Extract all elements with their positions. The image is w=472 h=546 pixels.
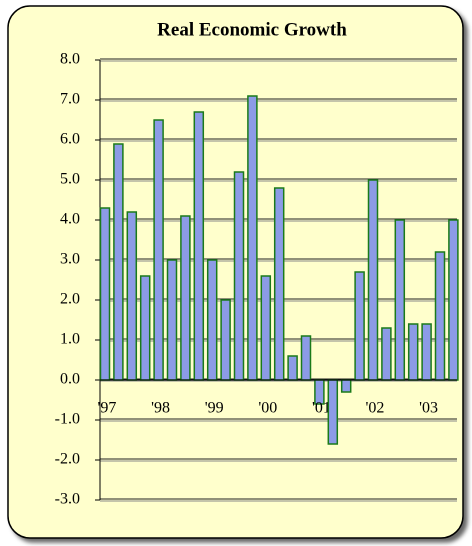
bar [273, 187, 285, 381]
bar [407, 323, 419, 381]
x-tick-label: '99 [205, 400, 224, 417]
bar [354, 271, 365, 381]
bar [233, 171, 245, 381]
bar [220, 299, 231, 381]
chart-title: Real Economic Growth [157, 19, 347, 40]
y-tick-label: 5.0 [60, 171, 80, 188]
bar [381, 327, 392, 381]
x-tick-label: '02 [366, 400, 385, 417]
y-tick-label: 3.0 [60, 251, 80, 268]
x-tick-label: '98 [151, 400, 170, 417]
x-tick-label: '03 [419, 400, 438, 417]
x-tick-label: '00 [258, 400, 277, 417]
y-tick-label: 7.0 [60, 91, 80, 108]
bar [139, 275, 151, 381]
bar [180, 215, 191, 381]
y-tick-label: 8.0 [60, 51, 80, 68]
y-tick-label: 1.0 [60, 331, 80, 348]
bar [99, 207, 111, 381]
x-tick-label: '97 [98, 400, 117, 417]
x-tick-label: '01 [312, 400, 331, 417]
bar [260, 275, 272, 381]
bar [113, 143, 124, 381]
y-tick-label: 6.0 [60, 131, 80, 148]
bar [287, 355, 298, 381]
bar [434, 251, 446, 381]
bar [327, 379, 339, 445]
bar [126, 211, 138, 381]
bar [367, 179, 379, 381]
bar [421, 323, 432, 381]
y-tick-label: -3.0 [55, 491, 80, 508]
bar [153, 119, 164, 381]
bar [247, 95, 258, 381]
y-tick-label: 2.0 [60, 291, 80, 308]
bar [300, 335, 312, 381]
bar [166, 259, 178, 381]
y-tick-label: -2.0 [55, 451, 80, 468]
y-tick-label: 4.0 [60, 211, 80, 228]
bar [193, 111, 205, 381]
y-tick-label: 0.0 [60, 371, 80, 388]
y-tick-label: -1.0 [55, 411, 80, 428]
bar [394, 219, 406, 381]
bar [206, 259, 218, 381]
bar [448, 219, 459, 381]
bar [340, 379, 352, 393]
